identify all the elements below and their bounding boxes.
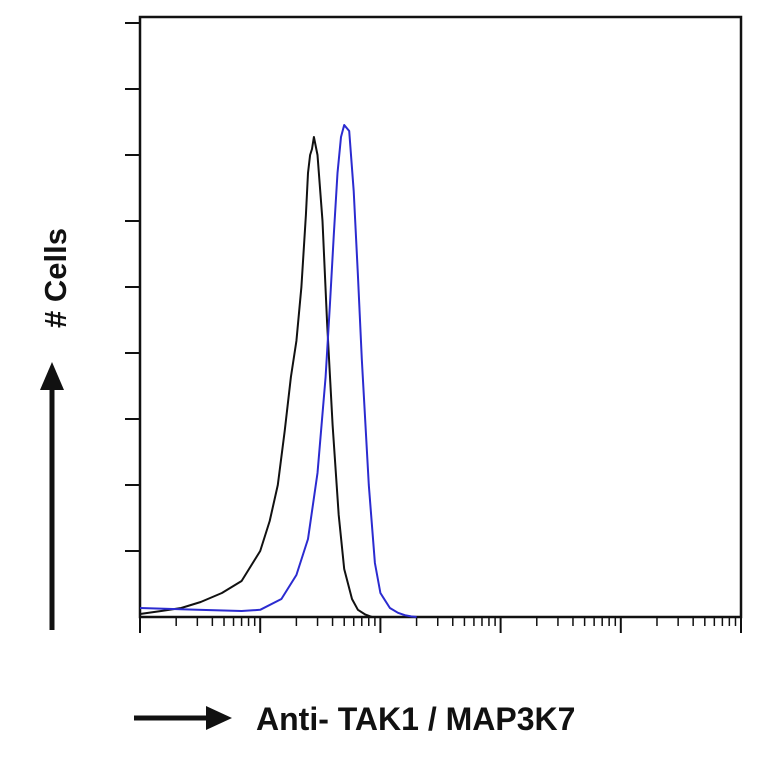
series-layer [139,124,417,618]
x-axis-ticks [139,617,742,633]
series-line-1 [139,136,373,618]
x-arrow-head [206,706,232,730]
y-arrow-head [40,362,64,390]
y-axis-title: # Cells [38,228,73,630]
x-axis-title: Anti- TAK1 / MAP3K7 [134,701,575,737]
series-line-2 [139,124,417,618]
y-axis-ticks [125,22,140,552]
y-axis-label: # Cells [38,228,73,328]
plot-frame [138,15,743,619]
x-axis-label: Anti- TAK1 / MAP3K7 [256,701,575,737]
